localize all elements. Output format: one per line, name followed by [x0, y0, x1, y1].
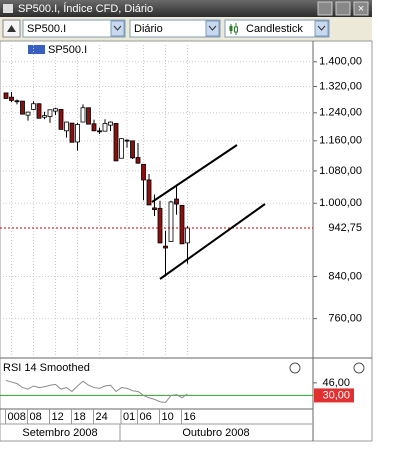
last-price-label: 942,75: [328, 222, 362, 234]
candle-body: [42, 115, 47, 118]
candle-body: [119, 138, 124, 159]
candle-body: [80, 107, 86, 123]
y-tick-label: 1.320,00: [319, 80, 362, 92]
rsi-title: RSI 14 Smoothed: [3, 362, 90, 374]
x-tick-label: 16: [184, 411, 196, 423]
candle-body: [20, 100, 25, 115]
maximize-button[interactable]: [335, 1, 351, 16]
settings-icon[interactable]: [353, 362, 365, 374]
candle-icon: [234, 26, 238, 33]
candle-body: [3, 92, 9, 99]
candle-body: [36, 103, 42, 119]
candle-icon: [229, 26, 233, 31]
candle-body: [69, 122, 75, 143]
rsi-line: [5, 380, 188, 404]
candle-body: [102, 123, 108, 132]
month-label: Setembro 2008: [22, 427, 97, 439]
candle-body: [135, 157, 141, 164]
legend: SP500.I: [48, 44, 87, 56]
y-tick-label: 1.080,00: [319, 165, 362, 177]
candle-body: [152, 207, 157, 210]
candle-body: [124, 139, 130, 142]
period-select[interactable]: [129, 19, 221, 38]
settings-icon[interactable]: [289, 362, 301, 374]
close-button[interactable]: [353, 1, 369, 16]
title-bar: [0, 0, 372, 17]
candle-body: [47, 109, 53, 117]
candle-body: [14, 100, 20, 103]
cfd-badge: [28, 45, 45, 54]
y-tick-label: 840,00: [328, 270, 362, 282]
y-tick-label: 1.160,00: [319, 135, 362, 147]
level-label-box: [314, 388, 354, 403]
candle-body: [58, 109, 64, 130]
level-label: 30,00: [322, 389, 350, 401]
symbol-select[interactable]: [22, 19, 126, 38]
candle-body: [174, 198, 179, 205]
candle-body: [97, 130, 102, 133]
candle-body: [163, 245, 168, 249]
month-label: Outubro 2008: [182, 427, 249, 439]
close-icon: ×: [358, 3, 364, 15]
x-tick-label: 08: [30, 411, 42, 423]
x-tick-label: 06: [140, 411, 152, 423]
candle-body: [25, 111, 31, 116]
app-icon: [3, 4, 13, 13]
symbol: SP500.I: [27, 23, 66, 35]
candle-body: [185, 227, 190, 244]
up-icon: [7, 25, 16, 32]
window-title: SP500.I, Índice CFD, Diário: [18, 2, 153, 15]
candle-body: [31, 103, 36, 110]
x-tick-label: 008: [8, 411, 26, 423]
y-tick-label: 1.240,00: [319, 107, 362, 119]
candle-body: [108, 121, 113, 126]
y-tick-label: 1.000,00: [319, 197, 362, 209]
dropdown-arrows: [110, 20, 329, 37]
x-tick-label: 01: [123, 411, 135, 423]
candle-body: [179, 204, 185, 245]
candle-body: [64, 121, 69, 132]
x-tick-label: 18: [74, 411, 86, 423]
candle-body: [91, 123, 97, 132]
menu-button[interactable]: [317, 1, 333, 16]
y-tick-label: 760,00: [328, 313, 362, 325]
trend-channel: [151, 144, 238, 203]
period: Diário: [134, 23, 163, 35]
candle-body: [53, 108, 58, 112]
x-tick-label: 24: [96, 411, 108, 423]
y-tick-label: 46,00: [322, 377, 350, 389]
candle-body: [141, 163, 146, 181]
y-tick-label: 1.400,00: [319, 56, 362, 68]
x-tick-label: 12: [52, 411, 64, 423]
candle-body: [75, 124, 80, 143]
chart-type: Candlestick: [246, 23, 303, 35]
x-tick-label: 10: [162, 411, 174, 423]
candle-body: [146, 179, 152, 206]
trend-channel: [159, 203, 266, 280]
arrow-icons: [113, 25, 326, 31]
chart-type-select[interactable]: [224, 19, 330, 38]
candle-body: [86, 107, 91, 125]
candle-body: [130, 140, 135, 159]
candle-body: [157, 207, 163, 244]
candle-body: [168, 201, 174, 242]
candle-body: [9, 96, 14, 101]
candle-body: [113, 123, 119, 162]
